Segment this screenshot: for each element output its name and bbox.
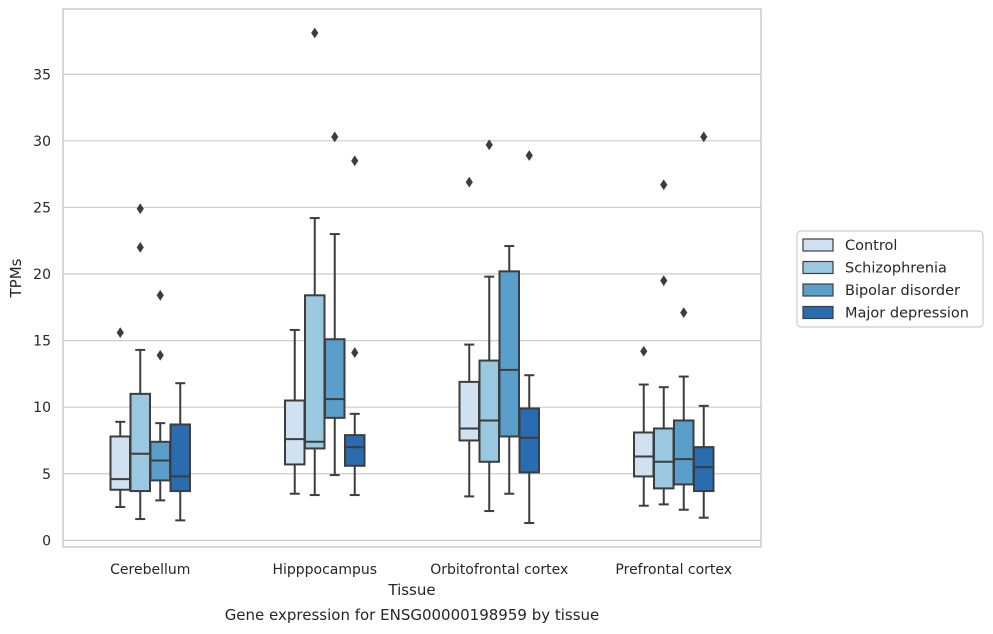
legend-label: Major depression bbox=[845, 306, 969, 322]
figure-caption: Gene expression for ENSG00000198959 by t… bbox=[224, 606, 600, 624]
outlier-point bbox=[331, 131, 339, 143]
box-iqr bbox=[653, 427, 675, 490]
legend-swatch bbox=[802, 238, 834, 252]
box-iqr bbox=[304, 294, 326, 450]
legend-label: Schizophrenia bbox=[845, 261, 947, 277]
y-tick-label: 30 bbox=[33, 134, 51, 150]
y-tick-labels: 0 5 10 15 20 25 30 35 bbox=[33, 67, 51, 549]
box-3-1 bbox=[653, 179, 675, 506]
y-tick-label: 20 bbox=[33, 267, 51, 283]
box-iqr bbox=[518, 407, 540, 474]
box-iqr bbox=[498, 270, 520, 438]
x-tick-label: Prefrontal cortex bbox=[615, 562, 732, 578]
legend-label: Control bbox=[845, 238, 897, 254]
box-iqr bbox=[673, 419, 695, 486]
box-iqr bbox=[324, 338, 346, 419]
box-0-1 bbox=[129, 203, 151, 521]
box-3-0 bbox=[633, 345, 655, 507]
box-0-0 bbox=[109, 327, 131, 509]
box-iqr bbox=[693, 446, 715, 493]
box-iqr bbox=[633, 431, 655, 478]
outlier-point bbox=[465, 176, 473, 188]
box-1-2 bbox=[324, 131, 346, 477]
box-iqr bbox=[458, 380, 480, 442]
y-tick-label: 5 bbox=[42, 467, 51, 483]
outlier-point bbox=[660, 275, 668, 287]
y-tick-label: 25 bbox=[33, 200, 51, 216]
outlier-point bbox=[136, 203, 144, 215]
box-1-0 bbox=[284, 328, 306, 495]
legend-swatch bbox=[802, 283, 834, 297]
legend-frame bbox=[796, 230, 984, 328]
outlier-point bbox=[485, 139, 493, 151]
box-2-3 bbox=[518, 150, 540, 525]
legend-label: Bipolar disorder bbox=[845, 283, 960, 299]
outlier-point bbox=[116, 327, 124, 338]
outlier-point bbox=[156, 289, 164, 301]
plot-frame bbox=[62, 8, 762, 548]
x-tick-label: Hipppocampus bbox=[272, 562, 377, 578]
outlier-point bbox=[680, 307, 688, 319]
outlier-point bbox=[136, 241, 144, 253]
box-iqr bbox=[478, 359, 500, 463]
plot-boxes bbox=[109, 27, 715, 525]
box-3-2 bbox=[673, 307, 695, 511]
x-tick-labels: Cerebellum Hipppocampus Orbitofrontal cort… bbox=[110, 562, 732, 578]
outlier-point bbox=[351, 347, 359, 358]
legend: Control Schizophrenia Bipolar disorder Majo… bbox=[796, 230, 984, 328]
legend-swatch bbox=[802, 305, 834, 320]
outlier-point bbox=[700, 131, 708, 143]
outlier-point bbox=[311, 27, 319, 39]
box-0-2 bbox=[149, 289, 171, 502]
legend-swatch bbox=[802, 260, 834, 275]
box-1-1 bbox=[304, 27, 326, 497]
box-iqr bbox=[109, 435, 131, 491]
box-iqr bbox=[129, 392, 151, 493]
box-0-3 bbox=[169, 382, 191, 522]
box-iqr bbox=[344, 434, 366, 467]
y-tick-label: 35 bbox=[33, 67, 51, 83]
outlier-point bbox=[351, 155, 359, 167]
box-1-3 bbox=[344, 155, 366, 497]
box-3-3 bbox=[693, 131, 715, 519]
box-2-2 bbox=[498, 245, 520, 495]
y-tick-label: 15 bbox=[33, 334, 51, 350]
y-axis-label: TPMs bbox=[7, 258, 25, 298]
x-tick-label: Orbitofrontal cortex bbox=[430, 562, 568, 578]
box-2-1 bbox=[478, 139, 500, 513]
x-axis-label: Tissue bbox=[387, 581, 435, 599]
box-iqr bbox=[169, 423, 191, 493]
outlier-point bbox=[640, 345, 648, 357]
outlier-point bbox=[525, 150, 533, 161]
box-iqr bbox=[284, 399, 306, 466]
outlier-point bbox=[660, 179, 668, 191]
outlier-point bbox=[156, 349, 164, 361]
y-tick-label: 0 bbox=[42, 533, 51, 549]
y-tick-label: 10 bbox=[33, 400, 51, 416]
x-tick-label: Cerebellum bbox=[110, 562, 190, 578]
box-2-0 bbox=[458, 176, 480, 498]
